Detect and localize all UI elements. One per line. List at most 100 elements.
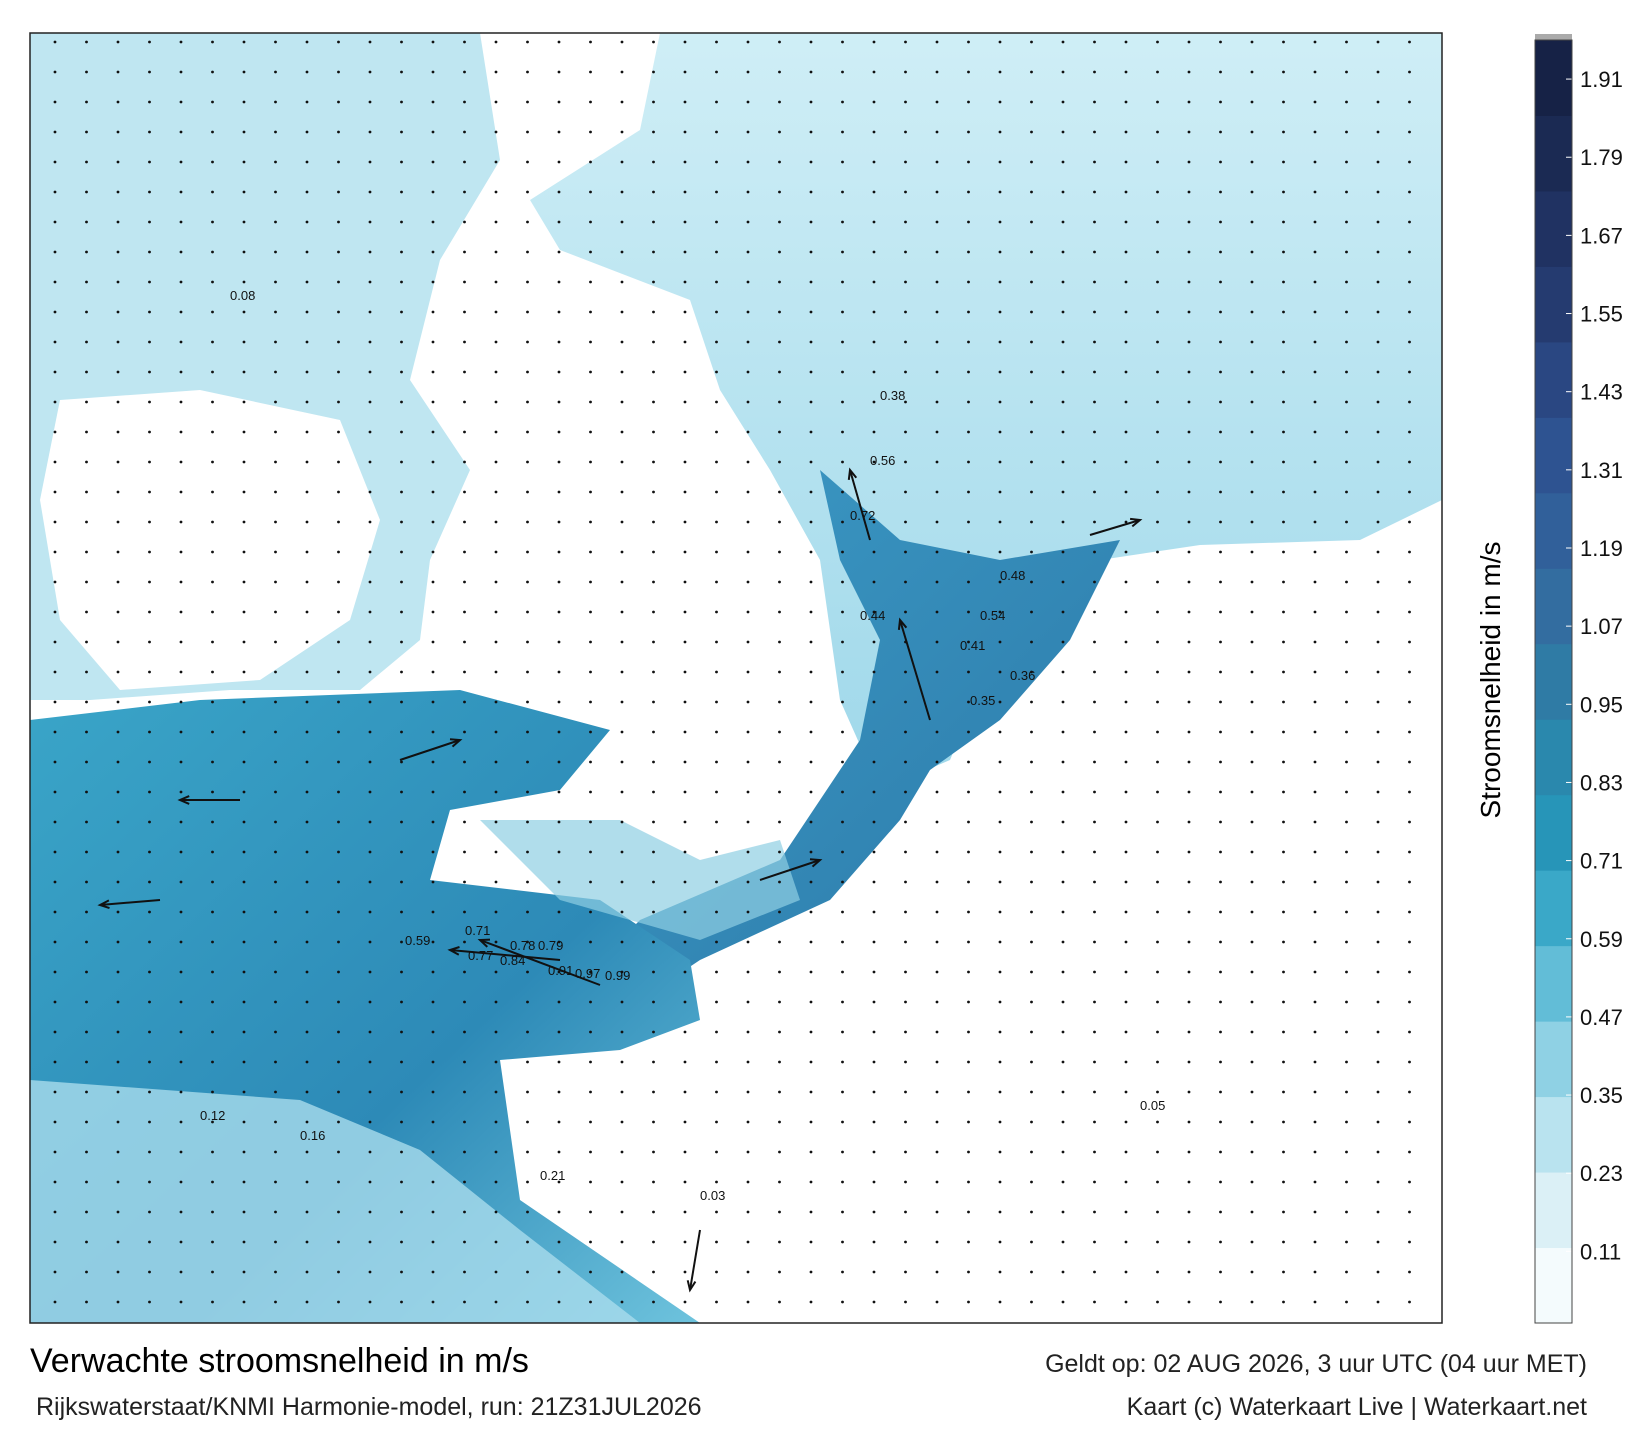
current-dot <box>337 880 340 884</box>
current-dot <box>778 490 781 494</box>
current-dot <box>715 1090 718 1094</box>
current-dot <box>1061 850 1065 854</box>
current-dot <box>1219 940 1222 944</box>
current-dot <box>746 610 750 614</box>
current-dot <box>998 100 1002 104</box>
current-dot <box>872 610 876 614</box>
current-dot <box>148 580 151 584</box>
current-dot <box>179 370 183 374</box>
current-dot <box>715 550 718 554</box>
current-dot <box>1187 1030 1191 1034</box>
current-dot <box>620 190 624 194</box>
speed-label: 0.56 <box>870 453 895 468</box>
current-dot <box>967 310 970 314</box>
current-dot <box>715 520 718 524</box>
current-dot <box>1030 1060 1033 1064</box>
current-dot <box>1408 400 1411 404</box>
current-dot <box>1250 1270 1254 1274</box>
current-dot <box>53 910 57 914</box>
current-dot <box>53 370 57 374</box>
current-dot <box>1250 1240 1254 1244</box>
current-dot <box>400 40 403 44</box>
current-dot <box>715 940 718 944</box>
current-dot <box>368 1150 372 1154</box>
current-dot <box>1124 40 1128 44</box>
current-dot <box>778 340 781 344</box>
current-dot <box>998 340 1002 344</box>
current-dot <box>683 490 687 494</box>
arrow-head <box>177 795 190 805</box>
current-dot <box>841 1090 844 1094</box>
current-dot <box>1187 970 1191 974</box>
current-dot <box>778 460 781 464</box>
current-dot <box>904 1090 907 1094</box>
current-dot <box>305 370 309 374</box>
current-dot <box>494 880 498 884</box>
current-dot <box>746 880 750 884</box>
current-dot <box>116 280 120 284</box>
current-dot <box>242 520 246 524</box>
current-dot <box>1219 520 1222 524</box>
current-dot <box>116 640 120 644</box>
current-dot <box>1376 1030 1380 1034</box>
current-dot <box>935 100 939 104</box>
current-dot <box>463 310 466 314</box>
current-dot <box>526 880 529 884</box>
colorbar-tick-label: 1.55 <box>1580 302 1623 327</box>
current-dot <box>431 730 435 734</box>
current-dot <box>1219 850 1222 854</box>
current-dot <box>1408 190 1411 194</box>
current-dot <box>400 370 403 374</box>
current-dot <box>715 820 718 824</box>
current-dot <box>1124 1000 1128 1004</box>
current-dot <box>305 790 309 794</box>
current-dot <box>494 250 498 254</box>
current-dot <box>1156 730 1159 734</box>
current-dot <box>368 370 372 374</box>
current-dot <box>1187 880 1191 884</box>
current-dot <box>1093 250 1096 254</box>
current-dot <box>872 40 876 44</box>
current-dot <box>1376 490 1380 494</box>
current-dot <box>1187 1090 1191 1094</box>
current-dot <box>1124 700 1128 704</box>
current-dot <box>809 190 813 194</box>
current-dot <box>620 790 624 794</box>
current-dot <box>1250 1090 1254 1094</box>
current-dot <box>1093 460 1096 464</box>
current-dot <box>589 940 592 944</box>
current-dot <box>1061 190 1065 194</box>
current-dot <box>1156 880 1159 884</box>
current-dot <box>400 100 403 104</box>
current-dot <box>746 430 750 434</box>
current-dot <box>935 640 939 644</box>
current-dot <box>116 1000 120 1004</box>
current-dot <box>1345 910 1348 914</box>
current-dot <box>179 880 183 884</box>
current-dot <box>1345 880 1348 884</box>
current-dot <box>967 1060 970 1064</box>
current-dot <box>305 910 309 914</box>
current-dot <box>1124 730 1128 734</box>
current-dot <box>463 610 466 614</box>
current-dot <box>778 1240 781 1244</box>
current-dot <box>242 760 246 764</box>
current-dot <box>1124 1240 1128 1244</box>
current-dot <box>1345 370 1348 374</box>
current-dot <box>841 130 844 134</box>
current-dot <box>53 1060 57 1064</box>
current-dot <box>1250 700 1254 704</box>
current-dot <box>746 340 750 344</box>
current-dot <box>872 820 876 824</box>
current-dot <box>1408 640 1411 644</box>
current-dot <box>620 1240 624 1244</box>
current-dot <box>746 1240 750 1244</box>
current-dot <box>116 1120 120 1124</box>
current-dot <box>935 730 939 734</box>
current-dot <box>1376 460 1380 464</box>
current-dot <box>116 1180 120 1184</box>
current-dot <box>998 1000 1002 1004</box>
current-dot <box>904 160 907 164</box>
current-dot <box>179 1240 183 1244</box>
current-dot <box>242 40 246 44</box>
